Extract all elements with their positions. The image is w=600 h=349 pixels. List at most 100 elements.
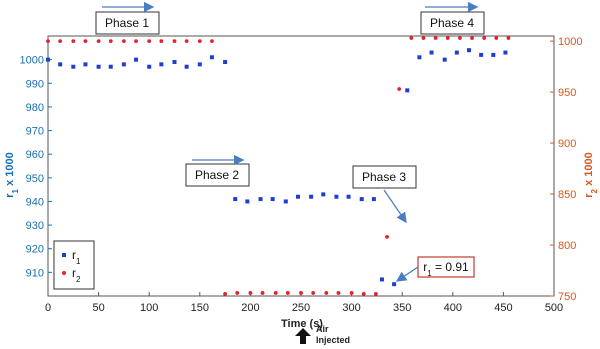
x-tick-label: 500 <box>545 302 563 314</box>
r2-point <box>159 39 164 43</box>
r2-point <box>96 39 101 43</box>
r1-point <box>258 197 263 202</box>
r2-point <box>349 291 354 295</box>
r1-point <box>184 64 189 69</box>
r2-point <box>494 36 499 40</box>
x-tick-label: 300 <box>342 302 360 314</box>
y-left-tick-label: 910 <box>26 267 44 279</box>
plot-area <box>47 35 555 297</box>
y-left-tick-label: 960 <box>26 149 44 161</box>
r2-point <box>260 291 265 295</box>
r2-point <box>197 39 202 43</box>
r1-callout-label: r1 = 0.91 <box>423 260 469 278</box>
r2-point <box>470 36 474 40</box>
r1-point <box>283 199 288 204</box>
y-right-tick-label: 800 <box>558 240 576 252</box>
r1-point <box>417 55 422 60</box>
r2-point <box>134 39 138 43</box>
legend-r2-marker <box>62 271 66 275</box>
x-axis-label: Time (s) <box>281 318 323 330</box>
y-right-axis-label: r2 x 1000 <box>583 152 599 197</box>
x-tick-label: 450 <box>494 302 512 314</box>
r1-point <box>442 57 447 62</box>
r1-point <box>58 62 63 67</box>
y-right-tick-label: 1000 <box>558 36 582 48</box>
y-left-tick-label: 970 <box>26 126 44 138</box>
x-axis: 0 50 100 150 200 250 300 350 400 450 500 <box>45 292 563 314</box>
r1-point <box>321 192 326 197</box>
phase3-box <box>352 165 417 189</box>
r2-point <box>235 291 240 295</box>
y-left-tick-label: 920 <box>26 244 44 256</box>
r2-point <box>122 39 126 43</box>
r2-point <box>385 234 389 239</box>
r2-point <box>397 87 402 91</box>
y-right-tick-label: 750 <box>558 291 576 303</box>
r1-point <box>71 64 76 69</box>
r1-point <box>479 52 484 57</box>
y-left-tick-label: 1000 <box>20 55 44 67</box>
r1-point <box>159 62 164 67</box>
y-right-tick-label: 900 <box>558 138 576 150</box>
r1-point <box>491 52 496 57</box>
r1-point <box>108 64 113 69</box>
series-r1 <box>46 48 508 287</box>
phase2-box <box>185 163 250 187</box>
r2-point <box>71 39 76 43</box>
x-tick-label: 0 <box>45 302 51 314</box>
phase2-label: Phase 2 <box>195 168 239 182</box>
r1-point <box>309 194 314 199</box>
r1-point <box>295 194 300 199</box>
r1-point <box>503 50 508 55</box>
phase4-label: Phase 4 <box>430 16 474 30</box>
r2-point <box>273 291 278 295</box>
x-tick-label: 250 <box>292 302 310 314</box>
r1-point <box>346 194 351 199</box>
r1-point <box>454 50 459 55</box>
r1-point <box>429 50 434 55</box>
r2-point <box>457 36 462 40</box>
phase1-box <box>95 11 160 35</box>
r1-point <box>371 197 376 202</box>
r2-point <box>336 291 341 295</box>
r1-callout-arrow <box>395 266 419 282</box>
r1-point <box>46 57 50 62</box>
r2-point <box>147 39 152 43</box>
r2-point <box>409 36 414 40</box>
y-left-axis-label: r1 x 1000 <box>4 152 20 197</box>
r2-point <box>373 292 378 296</box>
r1-point <box>466 48 471 53</box>
r2-point <box>445 36 450 40</box>
legend-box <box>53 240 95 290</box>
left-y-axis: 910 920 930 940 950 960 970 980 990 1000 <box>20 55 52 279</box>
r1-point <box>197 62 202 67</box>
r1-point <box>359 197 364 202</box>
r1-point <box>392 282 397 287</box>
r2-point <box>184 39 189 43</box>
r2-point <box>58 39 63 43</box>
x-tick-label: 200 <box>241 302 259 314</box>
r1-point <box>245 199 250 204</box>
y-left-tick-label: 950 <box>26 173 44 185</box>
x-tick-label: 350 <box>393 302 411 314</box>
r1-point <box>379 277 384 282</box>
r2-point <box>210 39 214 43</box>
r2-point <box>46 39 50 43</box>
air-injected-label-1: Air <box>316 324 329 334</box>
y-left-tick-label: 980 <box>26 102 44 114</box>
r1-point <box>134 57 139 62</box>
r1-point <box>147 64 152 69</box>
r1-point <box>270 197 275 202</box>
r1-point <box>172 60 177 64</box>
y-left-tick-label: 990 <box>26 78 44 90</box>
r1-point <box>233 197 238 202</box>
r2-point <box>433 36 438 40</box>
right-y-axis: 750 800 850 900 950 1000 <box>550 36 582 303</box>
r2-point <box>506 36 511 40</box>
legend-r2-label: r2 <box>72 266 81 284</box>
r2-point <box>285 291 290 295</box>
legend-r1-label: r1 <box>72 248 81 266</box>
series-r2 <box>46 36 511 296</box>
r1-point <box>96 64 101 69</box>
